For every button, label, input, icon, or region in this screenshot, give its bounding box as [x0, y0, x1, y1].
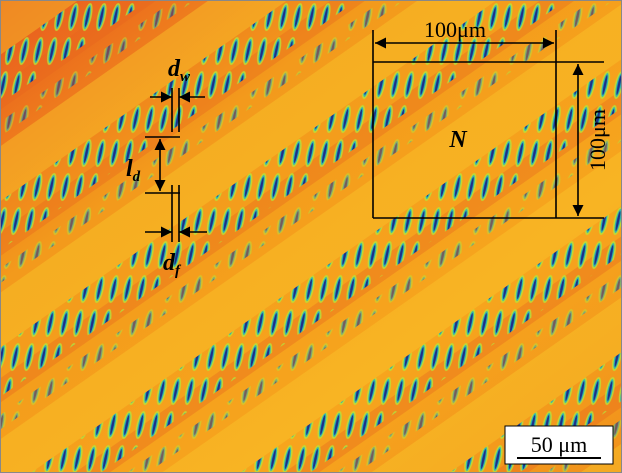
- scale-bar-label: 50 μm: [531, 432, 587, 457]
- dw-sub: w: [180, 69, 191, 85]
- micrograph: dw ld df N 100μm 100μm 50 μm: [0, 0, 622, 473]
- width-label: 100μm: [424, 17, 486, 42]
- region-label: N: [448, 127, 468, 153]
- grooves: [0, 0, 622, 473]
- height-label: 100μm: [585, 109, 610, 171]
- ld-sub: d: [133, 169, 141, 185]
